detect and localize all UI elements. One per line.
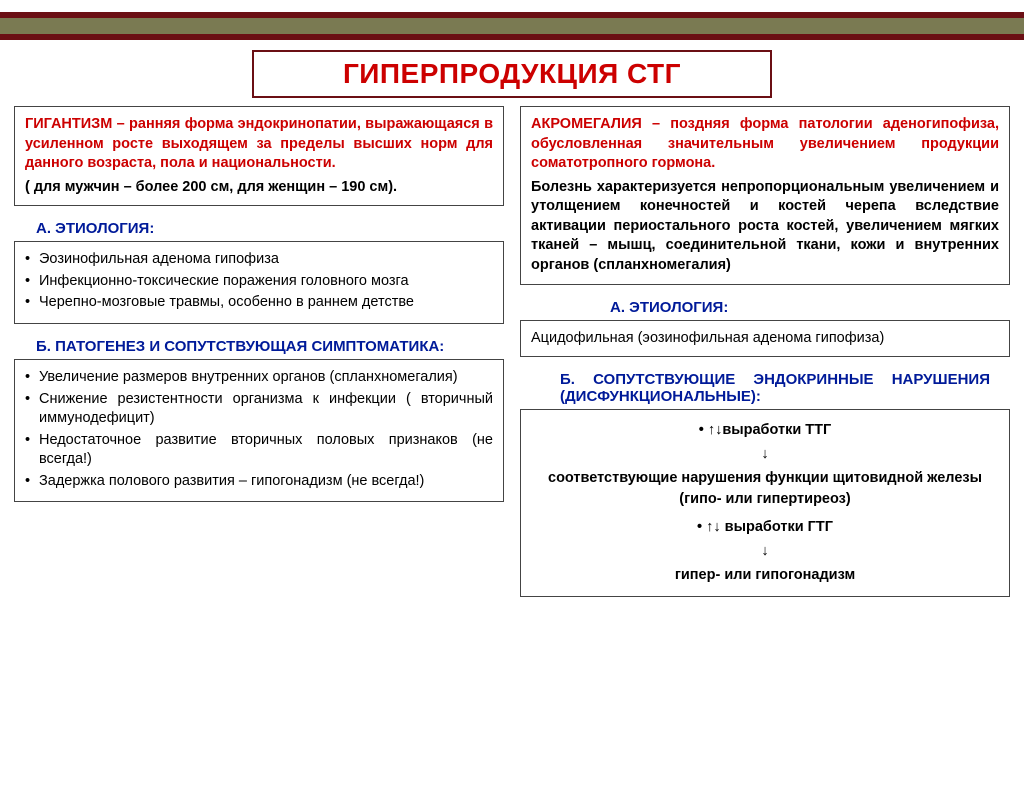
- endo-row: • ↑↓выработки ТТГ: [531, 420, 999, 442]
- right-column: АКРОМЕГАЛИЯ – поздняя форма патологии ад…: [520, 106, 1010, 605]
- right-etiology-text: Ацидофильная (эозинофильная аденома гипо…: [531, 330, 884, 346]
- acromegaly-term: АКРОМЕГАЛИЯ: [531, 116, 642, 132]
- list-item: Увеличение размеров внутренних органов (…: [25, 368, 493, 388]
- list-item: Задержка полового развития – гипогонадиз…: [25, 472, 493, 492]
- right-etiology-heading: А. ЭТИОЛОГИЯ:: [520, 293, 1010, 320]
- list-item: Снижение резистентности организма к инфе…: [25, 390, 493, 429]
- acromegaly-definition-box: АКРОМЕГАЛИЯ – поздняя форма патологии ад…: [520, 106, 1010, 285]
- list-item: Инфекционно-токсические поражения головн…: [25, 272, 493, 292]
- endo-arrow: ↓: [531, 444, 999, 466]
- list-item: Недостаточное развитие вторичных половых…: [25, 431, 493, 470]
- left-column: ГИГАНТИЗМ – ранняя форма эндокринопатии,…: [14, 106, 504, 605]
- decorative-top-band: [0, 18, 1024, 40]
- left-etiology-list: Эозинофильная аденома гипофиза Инфекцион…: [25, 250, 493, 313]
- endo-row: гипер- или гипогонадизм: [531, 565, 999, 587]
- right-endocrine-heading: Б. СОПУТСТВУЮЩИЕ ЭНДОКРИННЫЕ НАРУШЕНИЯ (…: [520, 365, 1010, 409]
- endo-row: соответствующие нарушения функции щитови…: [531, 468, 999, 512]
- list-item: Эозинофильная аденома гипофиза: [25, 250, 493, 270]
- acromegaly-body: Болезнь характеризуется непропорциональн…: [531, 178, 999, 276]
- left-etiology-heading: А. ЭТИОЛОГИЯ:: [14, 214, 504, 241]
- gigantism-term: ГИГАНТИЗМ: [25, 116, 112, 132]
- gigantism-note: ( для мужчин – более 200 см, для женщин …: [25, 178, 493, 198]
- right-etiology-box: Ацидофильная (эозинофильная аденома гипо…: [520, 320, 1010, 358]
- two-column-layout: ГИГАНТИЗМ – ранняя форма эндокринопатии,…: [0, 106, 1024, 605]
- page-title: ГИПЕРПРОДУКЦИЯ СТГ: [264, 58, 760, 90]
- gigantism-definition-box: ГИГАНТИЗМ – ранняя форма эндокринопатии,…: [14, 106, 504, 206]
- endo-row: • ↑↓ выработки ГТГ: [531, 517, 999, 539]
- endo-arrow: ↓: [531, 541, 999, 563]
- left-pathogenesis-box: Увеличение размеров внутренних органов (…: [14, 359, 504, 502]
- list-item: Черепно-мозговые травмы, особенно в ранн…: [25, 293, 493, 313]
- left-pathogenesis-heading: Б. ПАТОГЕНЕЗ И СОПУТСТВУЮЩАЯ СИМПТОМАТИК…: [14, 332, 504, 359]
- page-title-box: ГИПЕРПРОДУКЦИЯ СТГ: [252, 50, 772, 98]
- left-pathogenesis-list: Увеличение размеров внутренних органов (…: [25, 368, 493, 491]
- right-endocrine-box: • ↑↓выработки ТТГ ↓ соответствующие нару…: [520, 409, 1010, 597]
- left-etiology-box: Эозинофильная аденома гипофиза Инфекцион…: [14, 241, 504, 324]
